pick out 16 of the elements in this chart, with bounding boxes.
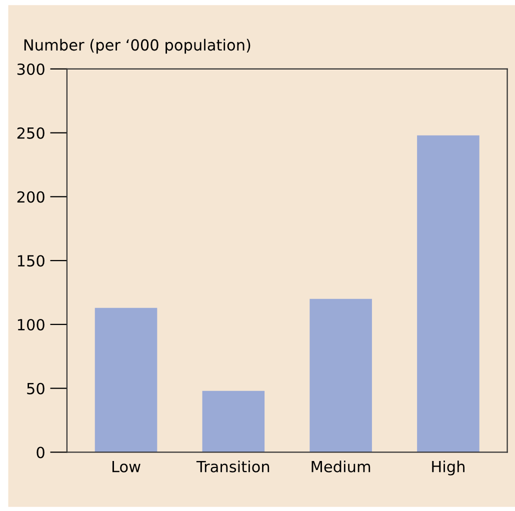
y-tick-label: 0: [36, 446, 44, 458]
y-tick-label: 100: [18, 318, 44, 331]
x-tick-label: High: [432, 460, 464, 476]
bar: [202, 390, 265, 452]
y-tick-label: 250: [17, 127, 44, 139]
bar: [94, 308, 158, 452]
x-tick-label: Medium: [312, 460, 370, 472]
x-tick-label: Transition: [196, 460, 270, 472]
bar: [310, 298, 372, 452]
bar: [417, 135, 480, 452]
y-tick-label: 50: [27, 382, 44, 394]
y-tick-label: 150: [18, 255, 44, 267]
x-tick-label: Low: [112, 461, 140, 472]
y-tick-label: 200: [17, 191, 44, 203]
y-tick-label: 300: [17, 63, 44, 76]
y-axis-title: Number (per ‘000 population): [24, 38, 250, 54]
